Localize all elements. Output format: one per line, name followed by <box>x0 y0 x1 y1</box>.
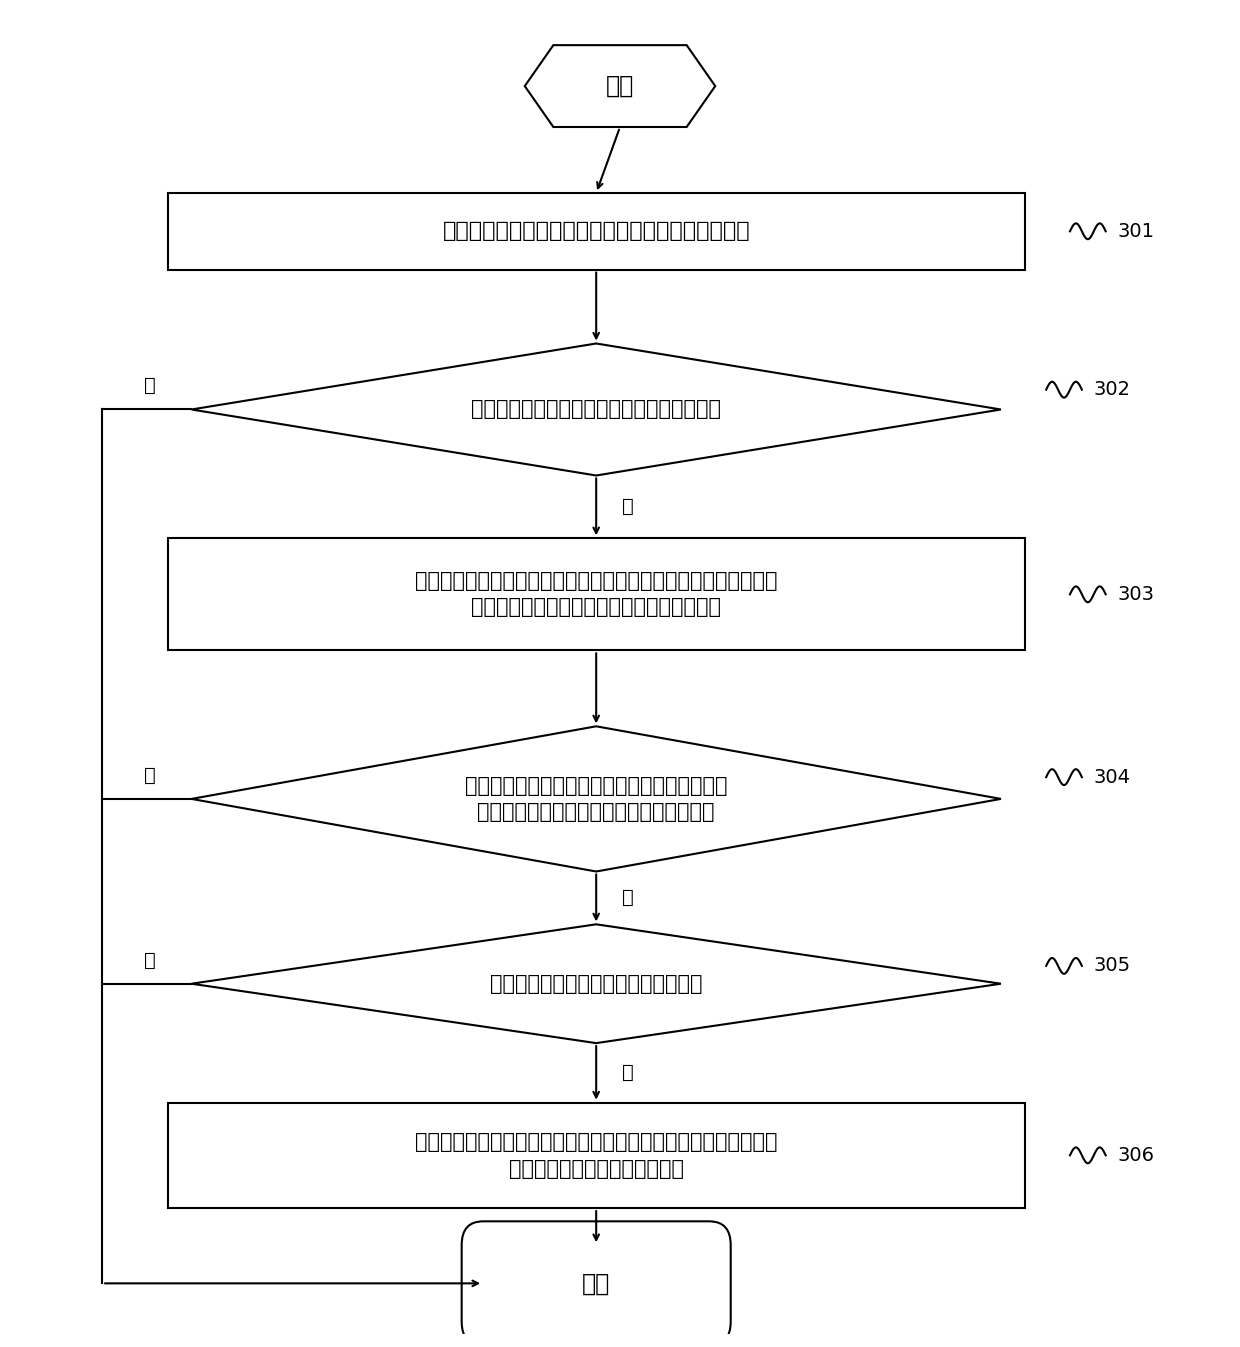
Text: 开始: 开始 <box>606 74 634 98</box>
Text: 否: 否 <box>144 376 156 395</box>
Bar <box>167 539 1024 651</box>
Text: 判断移动终端是否满足预设数据恢复触发条件: 判断移动终端是否满足预设数据恢复触发条件 <box>471 400 722 419</box>
Text: 306: 306 <box>1117 1146 1154 1165</box>
Text: 从所述指定位置中读取出所述系统状态值，并判
断读取到的系统状态值是否属于预设状态值: 从所述指定位置中读取出所述系统状态值，并判 断读取到的系统状态值是否属于预设状态… <box>465 776 728 822</box>
Polygon shape <box>191 924 1001 1043</box>
Polygon shape <box>191 343 1001 475</box>
Text: 304: 304 <box>1094 768 1131 787</box>
Polygon shape <box>191 726 1001 872</box>
Text: 接收运行的每个应用程序注册的异常恢复广播并存储: 接收运行的每个应用程序注册的异常恢复广播并存储 <box>443 221 750 241</box>
Text: 303: 303 <box>1117 585 1154 603</box>
FancyBboxPatch shape <box>461 1222 730 1346</box>
Text: 存储所有运行的应用程序的运行信息，并记录与所述数据恢复触发
条件对应的系统状态值至移动终端的指定位置: 存储所有运行的应用程序的运行信息，并记录与所述数据恢复触发 条件对应的系统状态值… <box>415 571 777 617</box>
Text: 302: 302 <box>1094 380 1131 399</box>
Bar <box>167 193 1024 269</box>
Text: 判断所述移动终端的开机流程是否完成: 判断所述移动终端的开机流程是否完成 <box>490 974 702 994</box>
Text: 否: 否 <box>144 951 156 970</box>
Text: 否: 否 <box>144 765 156 785</box>
Text: 301: 301 <box>1117 222 1154 241</box>
Bar <box>167 1102 1024 1208</box>
Text: 结束: 结束 <box>582 1272 610 1296</box>
Text: 是: 是 <box>622 889 634 908</box>
Text: 是: 是 <box>622 1063 634 1083</box>
Text: 当所述移动终端的开机流程完成时，根据所述运行信息，恢复所述
所有运行的应用程序的运行状态: 当所述移动终端的开机流程完成时，根据所述运行信息，恢复所述 所有运行的应用程序的… <box>415 1131 777 1179</box>
Text: 是: 是 <box>622 497 634 516</box>
Text: 305: 305 <box>1094 956 1131 975</box>
